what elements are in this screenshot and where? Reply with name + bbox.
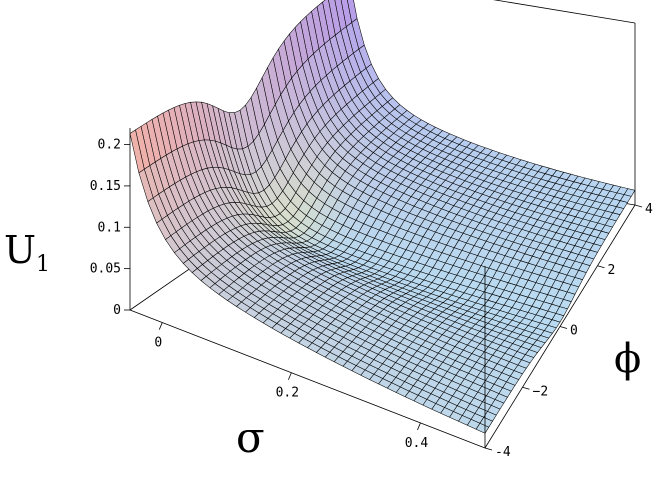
- y-tick-mark: [559, 326, 568, 329]
- y-tick-mark: [484, 447, 493, 451]
- surface-cell: [475, 423, 490, 434]
- x-tick-label: 0.2: [276, 386, 299, 401]
- x-axis-title: σ: [236, 413, 265, 462]
- z-axis-title: U1: [4, 228, 50, 277]
- y-tick-label: −2: [533, 384, 549, 399]
- box-edge: [493, 0, 636, 24]
- x-tick-mark: [287, 372, 292, 380]
- z-tick-label: 0.1: [98, 220, 121, 235]
- y-tick-label: -4: [495, 445, 511, 460]
- y-tick-label: 2: [608, 263, 616, 278]
- axis-ticks: 0 0.05 0.1 0.15 0.2 0 0.2 0.4 -4 −2 0 2 4: [90, 138, 653, 460]
- z-tick-label: 0: [113, 303, 121, 318]
- y-axis-title: ϕ: [614, 336, 641, 382]
- x-tick-mark: [417, 422, 421, 431]
- box-edge: [129, 309, 486, 449]
- z-tick-label: 0.05: [90, 262, 121, 277]
- x-tick-label: 0: [154, 336, 162, 351]
- y-tick-mark: [522, 386, 530, 390]
- x-tick-label: 0.4: [405, 436, 429, 451]
- y-tick-mark: [634, 204, 643, 208]
- y-tick-label: 4: [645, 202, 653, 217]
- x-tick-mark: [158, 322, 163, 330]
- surface-mesh: [129, 0, 636, 434]
- y-tick-label: 0: [570, 324, 578, 339]
- z-tick-label: 0.2: [98, 138, 121, 153]
- z-tick-label: 0.15: [90, 179, 121, 194]
- y-tick-mark: [597, 265, 605, 269]
